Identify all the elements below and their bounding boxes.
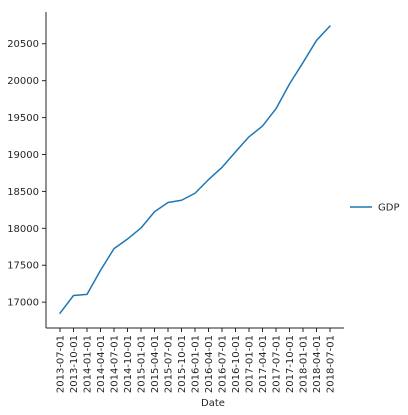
x-tick-label: 2016-04-01 — [204, 335, 215, 393]
x-tick-label: 2013-10-01 — [69, 335, 80, 393]
x-tick-label: 2018-07-01 — [326, 335, 337, 393]
y-tick-label: 17500 — [7, 261, 39, 272]
y-tick-label: 19500 — [7, 113, 39, 124]
x-tick-label: 2016-07-01 — [218, 335, 229, 393]
y-tick-label: 18000 — [7, 224, 39, 235]
plot-area — [59, 25, 331, 314]
x-tick-label: 2014-07-01 — [110, 335, 121, 393]
x-tick-label: 2017-04-01 — [258, 335, 269, 393]
x-axis-ticks: 2013-07-01 2013-10-01 2014-01-01 2014-04-01… — [56, 328, 337, 393]
x-axis-title: Date — [201, 398, 225, 409]
y-tick-label: 17000 — [7, 298, 39, 309]
x-tick-label: 2014-10-01 — [123, 335, 134, 393]
x-tick-label: 2017-01-01 — [245, 335, 256, 393]
legend: GDP — [350, 203, 399, 214]
y-axis-ticks: 17000 17500 18000 18500 19000 19500 20000 20500 — [7, 39, 46, 309]
x-tick-label: 2014-01-01 — [83, 335, 94, 393]
y-tick-label: 19000 — [7, 150, 39, 161]
x-tick-label: 2015-01-01 — [137, 335, 148, 393]
x-tick-label: 2015-07-01 — [164, 335, 175, 393]
x-tick-label: 2016-01-01 — [191, 335, 202, 393]
x-tick-label: 2018-04-01 — [312, 335, 323, 393]
x-tick-label: 2015-10-01 — [177, 335, 188, 393]
x-tick-label: 2015-04-01 — [150, 335, 161, 393]
x-tick-label: 2013-07-01 — [56, 335, 67, 393]
y-tick-label: 20000 — [7, 76, 39, 87]
legend-label-gdp: GDP — [378, 203, 399, 214]
x-tick-label: 2017-10-01 — [285, 335, 296, 393]
x-tick-label: 2014-04-01 — [96, 335, 107, 393]
x-tick-label: 2016-10-01 — [231, 335, 242, 393]
x-tick-label: 2018-01-01 — [299, 335, 310, 393]
x-tick-label: 2017-07-01 — [272, 335, 283, 393]
y-tick-label: 20500 — [7, 39, 39, 50]
y-tick-label: 18500 — [7, 187, 39, 198]
series-line-gdp — [59, 25, 331, 314]
